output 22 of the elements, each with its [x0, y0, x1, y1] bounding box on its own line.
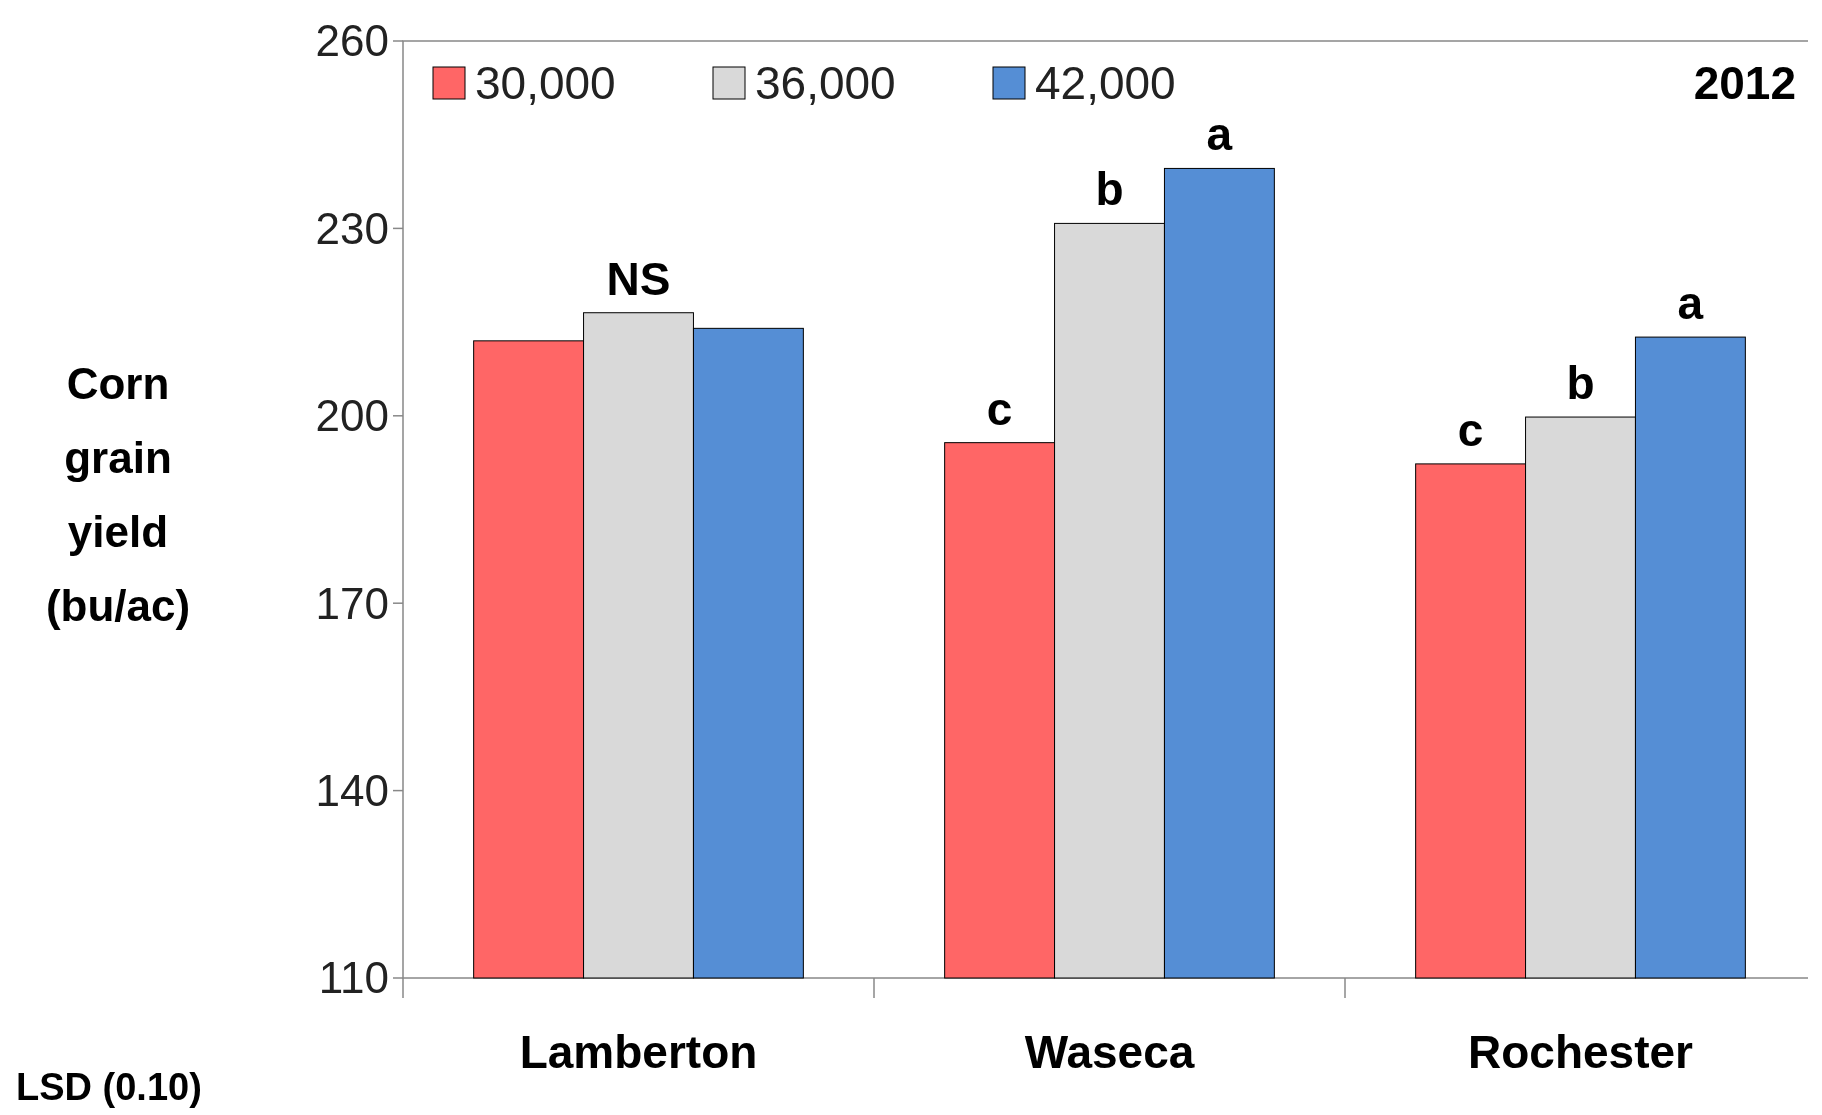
- data-label: c: [1457, 403, 1484, 456]
- y-tick-label: 260: [315, 16, 389, 66]
- legend-label: 36,000: [755, 57, 896, 110]
- x-tick-label: Waseca: [1024, 1026, 1195, 1078]
- y-tick-label: 230: [315, 203, 389, 253]
- data-label: a: [1206, 108, 1233, 161]
- y-tick-label: 200: [315, 391, 389, 441]
- y-axis-title: Corn grain yield (bu/ac): [45, 358, 191, 630]
- data-label: c: [986, 382, 1013, 435]
- data-label: NS: [606, 252, 671, 305]
- text: LSD (0.10): [16, 1066, 202, 1108]
- y-tick-label: 140: [315, 766, 389, 815]
- data-label: b: [1566, 357, 1595, 410]
- y-tick-label: 170: [315, 578, 389, 628]
- x-tick-label: Rochester: [1468, 1026, 1694, 1078]
- y-tick-label: 110: [318, 953, 389, 1003]
- x-tick-label: Lamberton: [519, 1026, 758, 1078]
- annotation: 2012: [1693, 57, 1796, 109]
- legend-label: 42,000: [1035, 57, 1176, 110]
- data-label: a: [1677, 277, 1704, 330]
- data-label: b: [1095, 163, 1124, 216]
- legend-label: 30,000: [475, 57, 616, 110]
